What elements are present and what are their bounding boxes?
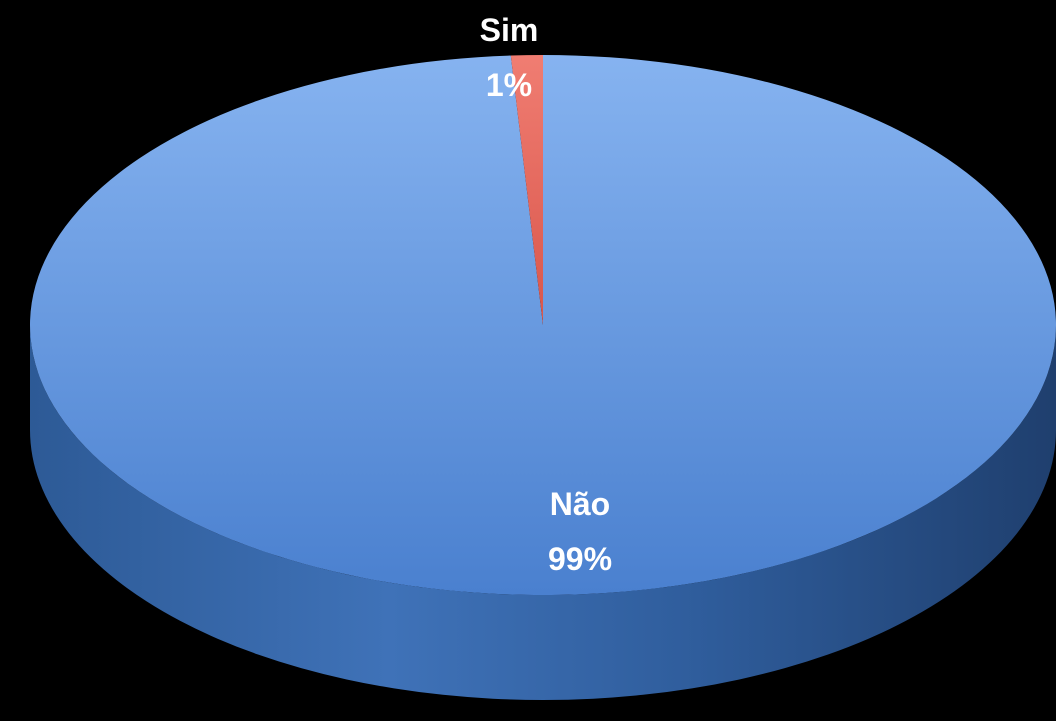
data-label-nao-percent: 99% — [548, 541, 612, 577]
pie-top — [30, 55, 1056, 595]
pie-labels: Sim 1% Não 99% — [480, 12, 612, 577]
pie-side-wall — [30, 325, 1056, 700]
data-label-sim-percent: 1% — [486, 67, 532, 103]
data-label-nao-category: Não — [550, 486, 610, 522]
data-label-sim-category: Sim — [480, 12, 539, 48]
pie-side — [30, 325, 1056, 700]
pie-slice-sim — [510, 55, 543, 325]
pie-slice-nao — [30, 55, 1056, 595]
